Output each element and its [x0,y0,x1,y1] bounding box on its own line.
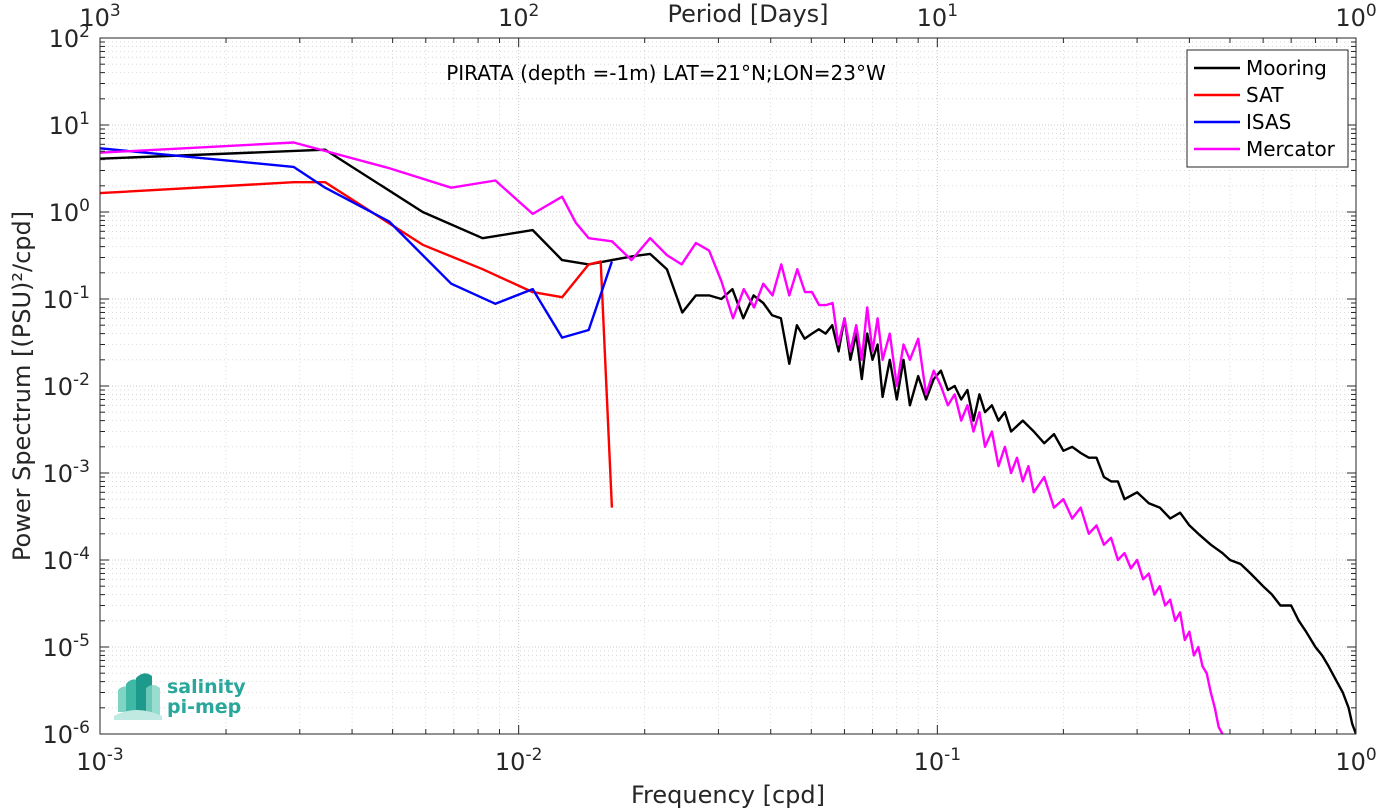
y-tick-exponent: -2 [73,370,90,390]
y-tick-exponent: -5 [73,631,90,651]
x-tick-base: 10 [914,748,945,776]
top-tick-label: 103 [79,1,120,32]
y-tick-base: 10 [49,25,80,53]
series-mooring-line [100,148,1356,734]
top-tick-base: 10 [498,4,529,32]
y-tick-base: 10 [43,373,74,401]
x-tick-exponent: 0 [1366,745,1377,765]
y-tick-base: 10 [49,112,80,140]
y-tick-label: 101 [49,109,90,140]
x-tick-exponent: -1 [944,745,961,765]
salinity-pi-mep-logo: salinity pi-mep [114,673,246,720]
y-axis-title: Power Spectrum [(PSU)²/cpd] [8,211,36,561]
y-tick-exponent: -4 [73,544,90,564]
x-tick-label: 100 [1335,745,1376,776]
legend-label-isas: ISAS [1246,110,1291,134]
y-tick-exponent: -1 [73,283,90,303]
x-tick-exponent: -2 [525,745,542,765]
y-tick-exponent: 2 [79,22,90,42]
y-tick-label: 10-6 [43,718,91,749]
y-tick-exponent: -6 [73,718,90,738]
y-tick-label: 10-1 [43,283,91,314]
y-tick-label: 10-3 [43,457,91,488]
y-tick-base: 10 [43,547,74,575]
logo-line-1: salinity [167,676,246,698]
top-tick-exponent: 2 [529,1,540,21]
x-axis-title: Frequency [cpd] [631,781,825,809]
x-tick-exponent: -3 [107,745,124,765]
y-tick-base: 10 [43,634,74,662]
x-tick-label: 10-1 [914,745,962,776]
y-tick-label: 10-5 [43,631,91,662]
legend-label-sat: SAT [1246,83,1284,107]
top-tick-base: 10 [79,4,110,32]
y-tick-exponent: 1 [79,109,90,129]
series-mercator-line [100,141,1224,734]
legend-label-mooring: Mooring [1246,56,1327,80]
y-tick-label: 100 [49,196,90,227]
tick-marks [99,37,1357,735]
y-tick-base: 10 [43,721,74,749]
y-tick-base: 10 [43,460,74,488]
x-tick-label: 10-3 [76,745,124,776]
series-layer [100,141,1356,734]
y-tick-label: 102 [49,22,90,53]
top-tick-base: 10 [917,4,948,32]
x-tick-base: 10 [495,748,526,776]
top-tick-exponent: 3 [110,1,121,21]
y-tick-label: 10-4 [43,544,91,575]
series-isas-line [100,147,614,339]
x-tick-base: 10 [1335,748,1366,776]
logo-line-2: pi-mep [167,696,241,718]
series-sat-line [100,180,614,508]
top-tick-label: 101 [917,1,958,32]
logo-mark-icon [114,673,162,720]
legend-box [1186,49,1349,168]
y-tick-exponent: 0 [79,196,90,216]
y-tick-label: 10-2 [43,370,91,401]
y-tick-base: 10 [49,199,80,227]
top-tick-label: 100 [1335,1,1376,32]
x-tick-label: 10-2 [495,745,543,776]
y-tick-exponent: -3 [73,457,90,477]
legend-label-mercator: Mercator [1246,137,1336,161]
top-axis-title: Period [Days] [667,0,828,28]
top-tick-label: 102 [498,1,539,32]
top-tick-exponent: 0 [1366,1,1377,21]
top-tick-base: 10 [1335,4,1366,32]
chart-title: PIRATA (depth =-1m) LAT=21°N;LON=23°W [446,61,886,85]
x-tick-base: 10 [76,748,107,776]
y-tick-base: 10 [43,286,74,314]
legend: Mooring SAT ISAS Mercator [1186,49,1349,168]
top-tick-exponent: 1 [947,1,958,21]
